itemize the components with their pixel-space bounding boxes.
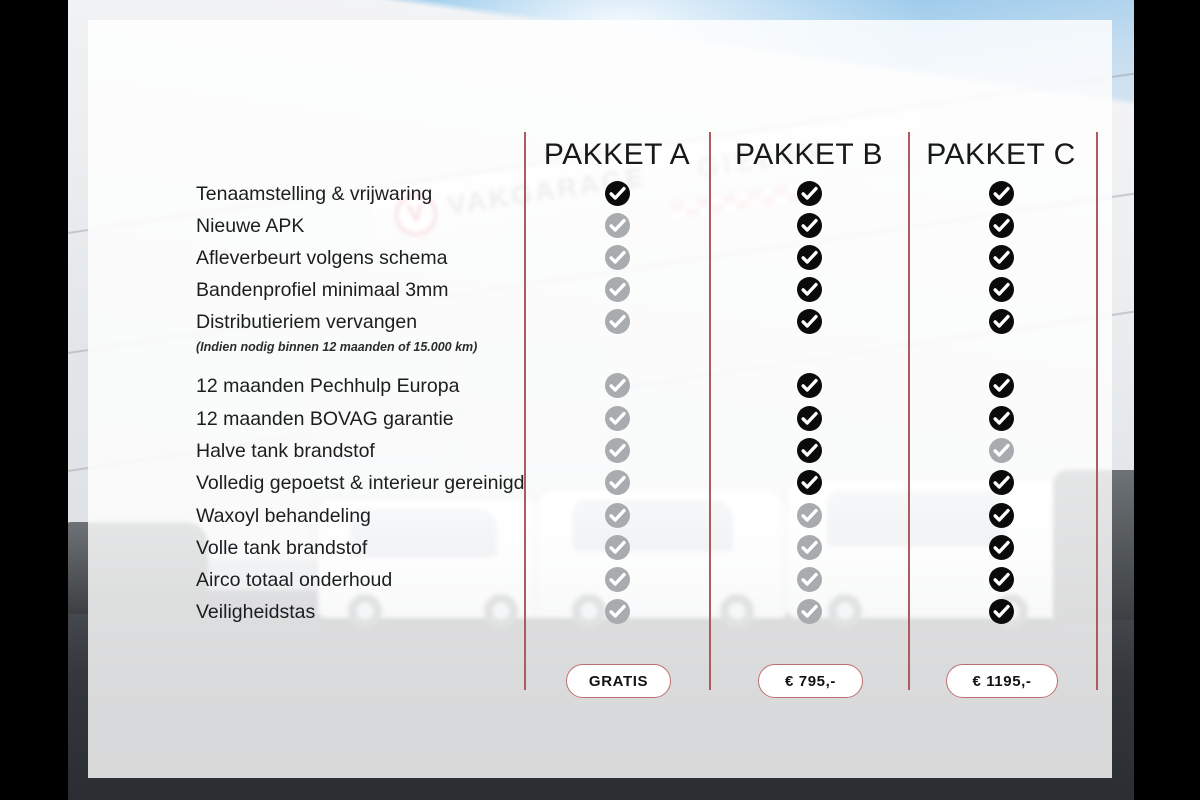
check-included-r1-3-c3: [988, 245, 1014, 270]
check-included-r1-5-c3: [988, 309, 1014, 334]
column-divider: [1096, 132, 1098, 690]
check-included-r2-1-c3: [988, 373, 1014, 398]
column-divider: [709, 132, 711, 690]
check-included-r2-2-c2: [796, 406, 822, 431]
feature-label: Tenaamstelling & vrijwaring: [196, 183, 433, 205]
check-included-r2-8-c3: [988, 599, 1014, 624]
price-button-1[interactable]: GRATIS: [566, 664, 671, 698]
feature-note: (Indien nodig binnen 12 maanden of 15.00…: [196, 340, 478, 354]
check-excluded-r2-6-c2: [796, 535, 822, 560]
feature-label: Veiligheidstas: [196, 601, 316, 623]
check-included-r2-5-c3: [988, 503, 1014, 528]
check-excluded-r2-5-c2: [796, 503, 822, 528]
check-included-r1-2-c3: [988, 213, 1014, 238]
check-excluded-r2-7-c2: [796, 567, 822, 592]
check-included-r2-4-c2: [796, 470, 822, 495]
pricing-overlay-card: PAKKET A PAKKET B PAKKET C Tenaamstelling &…: [88, 20, 1112, 778]
column-header-1: PAKKET A: [543, 138, 691, 171]
check-excluded-r2-4-c1: [604, 470, 630, 495]
check-included-r1-2-c2: [796, 213, 822, 238]
feature-label: Distributieriem vervangen: [196, 311, 418, 333]
check-excluded-r2-1-c1: [604, 373, 630, 398]
check-excluded-r1-2-c1: [604, 213, 630, 238]
price-button-3[interactable]: € 1195,-: [946, 664, 1058, 698]
check-included-r1-3-c2: [796, 245, 822, 270]
check-excluded-r2-3-c1: [604, 438, 630, 463]
check-excluded-r1-5-c1: [604, 309, 630, 334]
feature-label: Bandenprofiel minimaal 3mm: [196, 279, 449, 301]
check-included-r1-4-c2: [796, 277, 822, 302]
check-included-r2-6-c3: [988, 535, 1014, 560]
check-included-r2-1-c2: [796, 373, 822, 398]
column-header-2: PAKKET B: [735, 138, 883, 171]
feature-label: Halve tank brandstof: [196, 440, 375, 462]
feature-label: 12 maanden BOVAG garantie: [196, 408, 454, 430]
check-included-r1-1-c1: [604, 181, 630, 206]
check-included-r2-2-c3: [988, 406, 1014, 431]
check-included-r1-4-c3: [988, 277, 1014, 302]
column-header-3: PAKKET C: [926, 138, 1076, 171]
check-included-r2-7-c3: [988, 567, 1014, 592]
check-excluded-r2-6-c1: [604, 535, 630, 560]
check-excluded-r2-5-c1: [604, 503, 630, 528]
feature-label: Waxoyl behandeling: [196, 505, 371, 527]
check-included-r1-1-c2: [796, 181, 822, 206]
check-excluded-r2-7-c1: [604, 567, 630, 592]
price-button-2[interactable]: € 795,-: [758, 664, 863, 698]
check-excluded-r1-4-c1: [604, 277, 630, 302]
feature-label: Volledig gepoetst & interieur gereinigd: [196, 472, 525, 494]
feature-label: Afleverbeurt volgens schema: [196, 247, 448, 269]
check-included-r2-4-c3: [988, 470, 1014, 495]
feature-label: 12 maanden Pechhulp Europa: [196, 375, 460, 397]
feature-label: Nieuwe APK: [196, 215, 305, 237]
feature-label: Airco totaal onderhoud: [196, 569, 393, 591]
check-included-r1-1-c3: [988, 181, 1014, 206]
check-excluded-r2-8-c2: [796, 599, 822, 624]
column-divider: [908, 132, 910, 690]
feature-label: Volle tank brandstof: [196, 537, 368, 559]
check-excluded-r2-8-c1: [604, 599, 630, 624]
check-included-r2-3-c2: [796, 438, 822, 463]
column-divider: [524, 132, 526, 690]
check-excluded-r1-3-c1: [604, 245, 630, 270]
check-excluded-r2-2-c1: [604, 406, 630, 431]
check-included-r1-5-c2: [796, 309, 822, 334]
check-excluded-r2-3-c3: [988, 438, 1014, 463]
